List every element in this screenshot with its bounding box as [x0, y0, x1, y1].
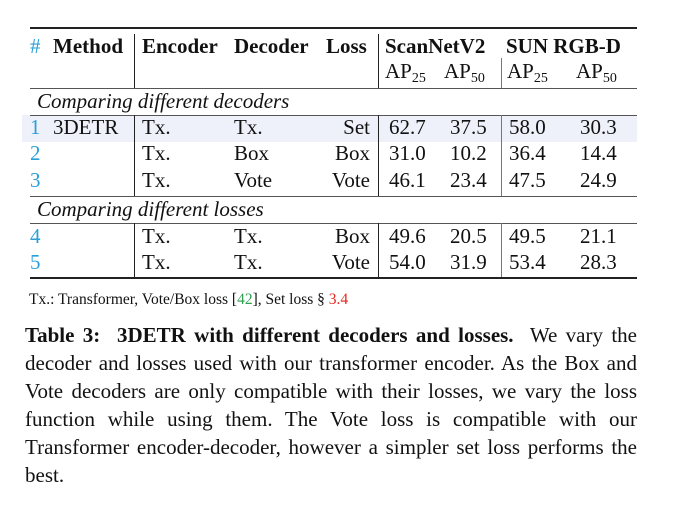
cell-sun-ap50: 30.3 [580, 115, 617, 139]
cell-encoder: Tx. [142, 250, 171, 274]
cell-loss: Vote [331, 250, 370, 274]
cell-encoder: Tx. [142, 141, 171, 165]
section-title: Comparing different decoders [37, 89, 290, 113]
cell-sun-ap25: 36.4 [509, 141, 546, 165]
cell-scan-ap50: 10.2 [450, 141, 487, 165]
table-footnote: Tx.: Transformer, Vote/Box loss [42], Se… [29, 291, 348, 309]
cell-scan-ap25: 46.1 [389, 168, 426, 192]
cell-scan-ap50: 31.9 [450, 250, 487, 274]
ap-sub: 25 [533, 71, 548, 86]
header-scannet-ap50: AP50 [444, 59, 485, 86]
cell-sun-ap25: 58.0 [509, 115, 546, 139]
ap-sub: 50 [470, 71, 485, 86]
section-rule [30, 223, 637, 224]
header-sunrgbd: SUN RGB-D [506, 34, 621, 58]
caption-label: Table 3: [25, 323, 101, 347]
column-divider [501, 58, 502, 88]
column-divider [134, 115, 135, 196]
column-divider [378, 115, 379, 196]
footnote-text: Tx.: Transformer, Vote/Box loss [ [29, 291, 238, 308]
column-divider [501, 115, 502, 196]
section-rule [30, 196, 637, 197]
column-divider [501, 223, 502, 277]
column-divider [134, 34, 135, 88]
cell-sun-ap50: 28.3 [580, 250, 617, 274]
cell-num: 3 [30, 168, 41, 192]
header-scannet-ap25: AP25 [385, 59, 426, 86]
header-encoder: Encoder [142, 34, 218, 58]
cell-loss: Vote [331, 168, 370, 192]
cell-loss: Box [334, 141, 370, 165]
cell-encoder: Tx. [142, 115, 171, 139]
cell-scan-ap25: 54.0 [389, 250, 426, 274]
cell-method: 3DETR [53, 115, 119, 139]
header-num: # [30, 34, 41, 58]
cell-sun-ap25: 49.5 [509, 224, 546, 248]
cell-scan-ap25: 62.7 [389, 115, 426, 139]
cell-num: 1 [30, 115, 41, 139]
section-ref-link[interactable]: 3.4 [328, 291, 349, 308]
cell-num: 2 [30, 141, 41, 165]
cell-sun-ap50: 21.1 [580, 224, 617, 248]
header-rule [30, 88, 637, 89]
cell-sun-ap25: 53.4 [509, 250, 546, 274]
cell-scan-ap50: 20.5 [450, 224, 487, 248]
cell-encoder: Tx. [142, 168, 171, 192]
column-divider [134, 223, 135, 277]
header-sun-ap50: AP50 [576, 59, 617, 86]
section-rule [30, 115, 637, 116]
cell-loss: Box [334, 224, 370, 248]
cell-decoder: Box [234, 141, 270, 165]
ap-sub: 25 [411, 71, 426, 86]
table-caption: Table 3: 3DETR with different decoders a… [25, 321, 637, 489]
cell-encoder: Tx. [142, 224, 171, 248]
ap-label: AP [444, 59, 471, 83]
highlight-row-bg [22, 115, 637, 142]
header-loss: Loss [326, 34, 367, 58]
top-rule [30, 27, 637, 29]
cell-sun-ap50: 14.4 [580, 141, 617, 165]
header-decoder: Decoder [234, 34, 309, 58]
header-scannet: ScanNetV2 [385, 34, 486, 58]
cell-decoder: Tx. [234, 224, 263, 248]
caption-title: 3DETR with different decoders and losses… [116, 323, 514, 347]
cell-num: 4 [30, 224, 41, 248]
cell-num: 5 [30, 250, 41, 274]
bottom-rule [30, 277, 637, 279]
header-sun-ap25: AP25 [507, 59, 548, 86]
cell-sun-ap50: 24.9 [580, 168, 617, 192]
cell-scan-ap25: 31.0 [389, 141, 426, 165]
citation-link[interactable]: 42 [237, 291, 253, 308]
cell-sun-ap25: 47.5 [509, 168, 546, 192]
cell-scan-ap25: 49.6 [389, 224, 426, 248]
ap-label: AP [385, 59, 412, 83]
ap-sub: 50 [602, 71, 617, 86]
section-title: Comparing different losses [37, 197, 264, 221]
caption-body: We vary the decoder and losses used with… [25, 323, 637, 487]
ap-label: AP [576, 59, 603, 83]
cell-scan-ap50: 37.5 [450, 115, 487, 139]
column-divider [378, 223, 379, 277]
column-divider [378, 34, 379, 88]
ap-label: AP [507, 59, 534, 83]
cell-scan-ap50: 23.4 [450, 168, 487, 192]
cell-loss: Set [343, 115, 370, 139]
cell-decoder: Vote [234, 168, 273, 192]
cell-decoder: Tx. [234, 115, 263, 139]
footnote-text: ], Set loss § [252, 291, 329, 308]
cell-decoder: Tx. [234, 250, 263, 274]
header-method: Method [53, 34, 123, 58]
